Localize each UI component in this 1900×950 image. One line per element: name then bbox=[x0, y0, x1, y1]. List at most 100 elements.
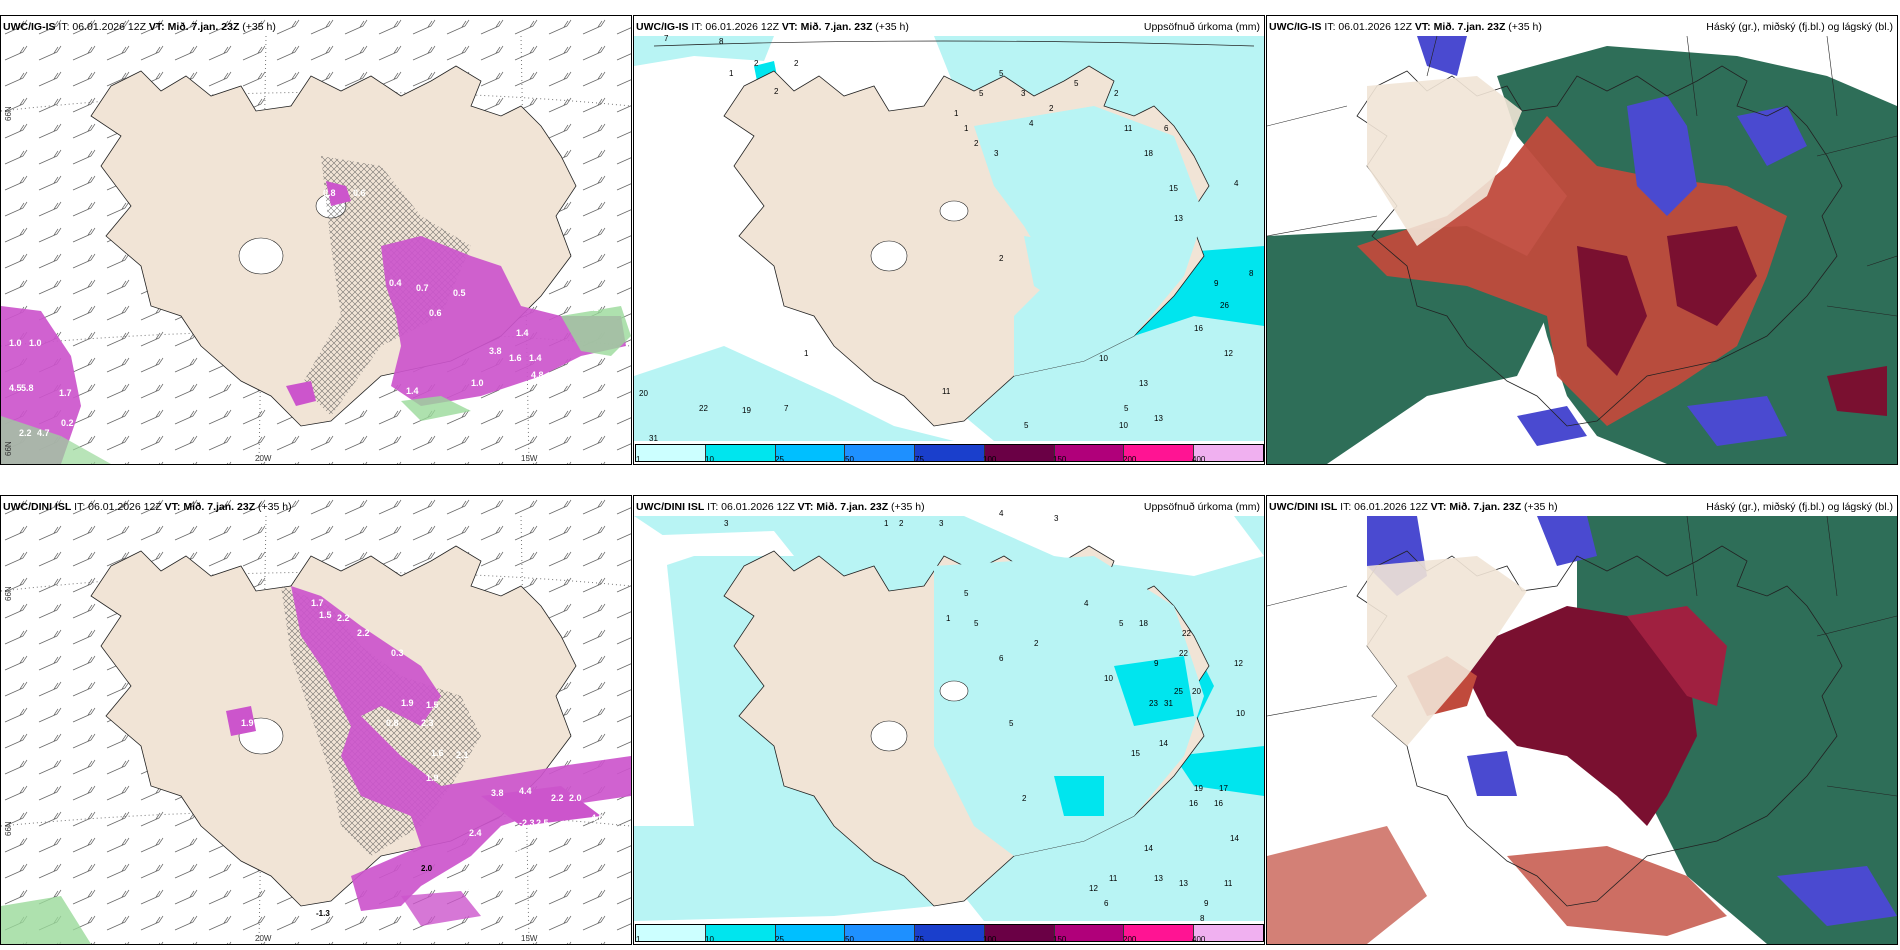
svg-text:22: 22 bbox=[1182, 629, 1191, 638]
svg-text:2.2: 2.2 bbox=[551, 793, 564, 803]
lon-label: 15W bbox=[521, 934, 538, 943]
svg-text:26: 26 bbox=[1220, 301, 1229, 310]
panel-snow-wind-bottom[interactable]: UWC/DINI ISL IT: 06.01.2026 12Z VT: Mið.… bbox=[0, 495, 632, 945]
svg-text:10: 10 bbox=[1104, 674, 1113, 683]
svg-text:2: 2 bbox=[794, 59, 799, 68]
colorbar-seg bbox=[705, 445, 776, 461]
svg-text:22: 22 bbox=[1179, 649, 1188, 658]
svg-text:13: 13 bbox=[1139, 379, 1148, 388]
svg-text:6: 6 bbox=[999, 654, 1004, 663]
colorbar-seg bbox=[775, 925, 846, 941]
svg-text:1.9: 1.9 bbox=[241, 718, 254, 728]
svg-text:10.2: 10.2 bbox=[581, 303, 599, 313]
svg-text:3.8: 3.8 bbox=[489, 346, 502, 356]
svg-text:1.4: 1.4 bbox=[516, 328, 529, 338]
svg-text:8: 8 bbox=[1200, 914, 1205, 923]
svg-text:7: 7 bbox=[664, 34, 669, 43]
panel-precip-bottom[interactable]: UWC/DINI ISL IT: 06.01.2026 12Z VT: Mið.… bbox=[633, 495, 1265, 945]
svg-text:13: 13 bbox=[1179, 879, 1188, 888]
svg-text:1.9: 1.9 bbox=[467, 883, 480, 893]
svg-text:2.0: 2.0 bbox=[421, 864, 433, 873]
lat-label: 66N bbox=[4, 586, 13, 601]
colorbar-seg bbox=[1124, 925, 1195, 941]
colorbar-seg bbox=[636, 925, 706, 941]
svg-text:11: 11 bbox=[1124, 124, 1133, 133]
panel-field-label: Háský (gr.), miðský (fj.bl.) og lágský (… bbox=[1706, 21, 1893, 33]
svg-text:6: 6 bbox=[1164, 124, 1169, 133]
svg-text:31: 31 bbox=[649, 434, 658, 443]
panel-precip-top[interactable]: UWC/IG-IS IT: 06.01.2026 12Z VT: Mið. 7.… bbox=[633, 15, 1265, 465]
svg-text:5.8: 5.8 bbox=[21, 383, 34, 393]
svg-text:10: 10 bbox=[1099, 354, 1108, 363]
svg-text:12: 12 bbox=[1234, 659, 1243, 668]
svg-text:0.8: 0.8 bbox=[323, 188, 336, 198]
panel-clouds-top[interactable]: UWC/IG-IS IT: 06.01.2026 12Z VT: Mið. 7.… bbox=[1266, 15, 1898, 465]
svg-text:2.2: 2.2 bbox=[357, 628, 370, 638]
colorbar-seg bbox=[705, 925, 776, 941]
precip-colorbar bbox=[635, 924, 1264, 942]
panel-title: UWC/DINI ISL IT: 06.01.2026 12Z VT: Mið.… bbox=[1269, 501, 1558, 513]
svg-text:2: 2 bbox=[1114, 89, 1119, 98]
svg-text:1.4: 1.4 bbox=[529, 353, 542, 363]
svg-text:9: 9 bbox=[1154, 659, 1159, 668]
svg-text:0.6: 0.6 bbox=[353, 188, 366, 198]
svg-text:7: 7 bbox=[784, 404, 789, 413]
svg-text:5: 5 bbox=[1074, 79, 1079, 88]
svg-text:1.7: 1.7 bbox=[59, 388, 72, 398]
svg-text:2: 2 bbox=[1049, 104, 1054, 113]
svg-text:0.5: 0.5 bbox=[453, 288, 466, 298]
svg-text:0.6: 0.6 bbox=[429, 308, 442, 318]
svg-text:19: 19 bbox=[1194, 784, 1203, 793]
svg-text:1: 1 bbox=[884, 519, 889, 528]
svg-text:1: 1 bbox=[946, 614, 951, 623]
svg-text:12: 12 bbox=[1224, 349, 1233, 358]
colorbar-seg bbox=[915, 925, 985, 941]
svg-text:-2.3: -2.3 bbox=[519, 818, 535, 828]
panel-title: UWC/DINI ISL IT: 06.01.2026 12Z VT: Mið.… bbox=[636, 501, 925, 513]
svg-text:2.1: 2.1 bbox=[456, 750, 469, 760]
map-clouds-top bbox=[1267, 35, 1897, 464]
panel-title: UWC/IG-IS IT: 06.01.2026 12Z VT: Mið. 7.… bbox=[636, 21, 909, 33]
svg-text:2: 2 bbox=[1022, 794, 1027, 803]
svg-text:14: 14 bbox=[1230, 834, 1239, 843]
colorbar-seg bbox=[1124, 445, 1195, 461]
svg-text:4: 4 bbox=[1234, 179, 1239, 188]
snow-area-main bbox=[291, 586, 631, 911]
svg-text:1: 1 bbox=[954, 109, 959, 118]
panel-clouds-bottom[interactable]: UWC/DINI ISL IT: 06.01.2026 12Z VT: Mið.… bbox=[1266, 495, 1898, 945]
snow-values-bottom: 1.7 1.5 2.2 2.2 0.3 1.9 1.5 0.8 2.3 1.6 2.1 1.… bbox=[241, 598, 619, 893]
svg-text:1.0: 1.0 bbox=[558, 378, 571, 388]
svg-text:5: 5 bbox=[1009, 719, 1014, 728]
svg-text:2.4: 2.4 bbox=[469, 828, 482, 838]
svg-text:0.2: 0.2 bbox=[61, 418, 74, 428]
svg-text:1: 1 bbox=[804, 349, 809, 358]
svg-text:17: 17 bbox=[1219, 784, 1228, 793]
svg-text:3: 3 bbox=[994, 149, 999, 158]
lat-label: 66N bbox=[4, 106, 13, 121]
svg-text:3: 3 bbox=[724, 519, 729, 528]
panel-field-label: Háský (gr.), miðský (fj.bl.) og lágský (… bbox=[1706, 501, 1893, 513]
svg-text:25: 25 bbox=[1174, 687, 1183, 696]
svg-text:23: 23 bbox=[1149, 699, 1158, 708]
svg-text:0.7: 0.7 bbox=[581, 373, 594, 383]
colorbar-seg bbox=[845, 925, 916, 941]
svg-text:2.2: 2.2 bbox=[19, 428, 32, 438]
panel-snow-wind-top[interactable]: UWC/IG-IS IT: 06.01.2026 12Z VT: Mið. 7.… bbox=[0, 15, 632, 465]
svg-text:4.8: 4.8 bbox=[531, 370, 544, 380]
svg-text:11: 11 bbox=[1109, 874, 1118, 883]
svg-text:2: 2 bbox=[999, 254, 1004, 263]
svg-text:5: 5 bbox=[979, 89, 984, 98]
svg-text:1: 1 bbox=[729, 69, 734, 78]
svg-text:2: 2 bbox=[899, 519, 904, 528]
svg-text:0.7: 0.7 bbox=[416, 283, 429, 293]
svg-text:4: 4 bbox=[1084, 599, 1089, 608]
colorbar-seg bbox=[1054, 445, 1125, 461]
svg-text:1.6: 1.6 bbox=[431, 748, 444, 758]
svg-text:14: 14 bbox=[1159, 739, 1168, 748]
svg-text:18: 18 bbox=[1144, 149, 1153, 158]
svg-text:5: 5 bbox=[1119, 619, 1124, 628]
svg-text:15: 15 bbox=[1169, 184, 1178, 193]
